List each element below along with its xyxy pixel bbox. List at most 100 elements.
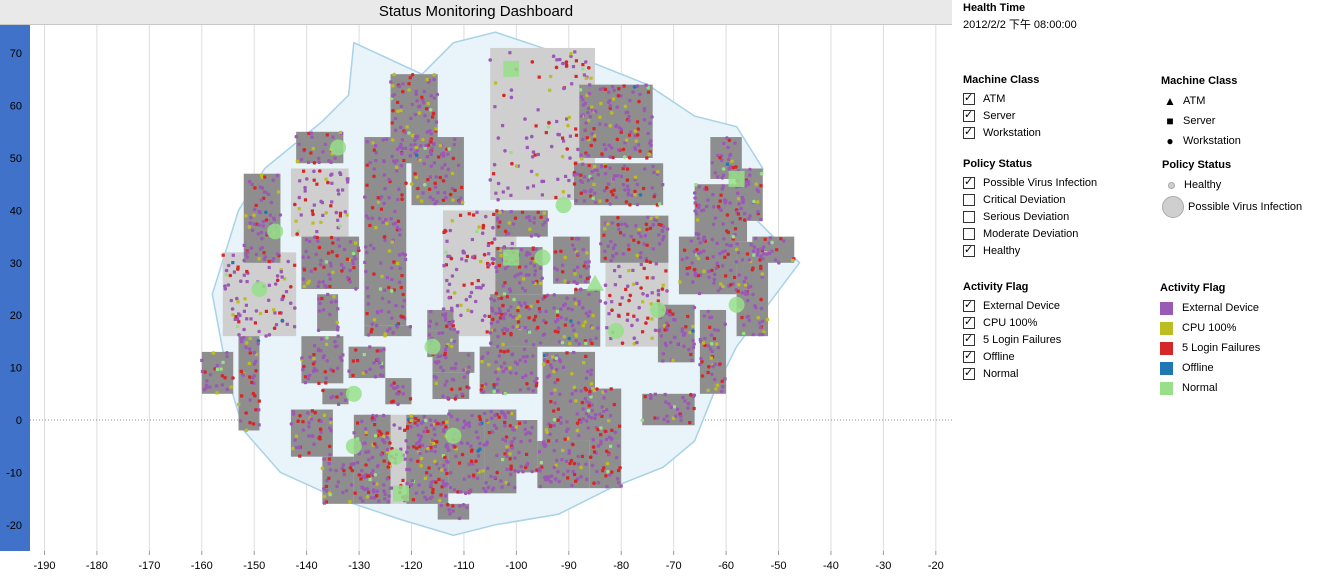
workstation-point[interactable] [302,284,307,289]
workstation-point[interactable] [471,473,476,478]
workstation-point[interactable] [331,241,335,245]
server-point[interactable] [570,237,574,241]
legend-item[interactable]: Possible Virus Infection [1162,195,1327,219]
server-point[interactable] [325,133,329,137]
workstation-point[interactable] [583,279,588,284]
server-point[interactable] [391,84,395,88]
server-point[interactable] [328,453,332,457]
server-point[interactable] [547,439,551,443]
workstation-point[interactable] [278,213,283,217]
server-point[interactable] [616,444,621,448]
server-point[interactable] [694,183,698,187]
workstation-point[interactable] [395,325,400,329]
server-point[interactable] [445,239,449,243]
server-point[interactable] [432,96,436,100]
server-point[interactable] [633,178,637,182]
workstation-point[interactable] [585,369,590,374]
server-point[interactable] [533,259,537,263]
server-point[interactable] [604,437,608,441]
workstation-point[interactable] [602,142,607,147]
server-point[interactable] [724,274,728,278]
workstation-point[interactable] [327,272,331,277]
server-point[interactable] [446,289,450,293]
server-point[interactable] [532,343,536,347]
server-point[interactable] [447,147,451,151]
workstation-point[interactable] [506,308,511,313]
server-point[interactable] [561,136,565,140]
server-point[interactable] [434,129,438,133]
workstation-point[interactable] [691,329,695,333]
workstation-point[interactable] [720,250,725,254]
workstation-point[interactable] [576,147,580,152]
server-point[interactable] [505,467,509,471]
workstation-point[interactable] [248,351,253,355]
server-point[interactable] [342,247,347,252]
workstation-point[interactable] [640,418,645,423]
server-point[interactable] [577,434,581,438]
checkbox-checked[interactable] [963,91,975,105]
server-point[interactable] [495,413,499,417]
server-point[interactable] [469,488,473,492]
server-point[interactable] [571,243,575,247]
server-point[interactable] [539,461,543,465]
workstation-point[interactable] [570,372,574,376]
workstation-point[interactable] [729,283,733,287]
workstation-point[interactable] [404,181,408,185]
server-point[interactable] [410,479,414,483]
server-point[interactable] [330,250,334,254]
server-point[interactable] [239,369,243,373]
server-point[interactable] [392,260,396,264]
workstation-point[interactable] [254,309,259,313]
server-point[interactable] [376,311,380,315]
server-point[interactable] [326,251,331,255]
workstation-point[interactable] [586,178,590,183]
server-point[interactable] [408,397,413,401]
workstation-point[interactable] [722,237,726,241]
workstation-point[interactable] [296,419,300,424]
server-point[interactable] [324,500,328,504]
server-point[interactable] [398,426,402,430]
server-point[interactable] [575,281,579,285]
server-point[interactable] [390,240,394,244]
workstation-point[interactable] [639,251,643,255]
server-point[interactable] [267,283,271,287]
workstation-point[interactable] [559,421,563,425]
server-point[interactable] [443,351,447,355]
server-point[interactable] [409,143,413,147]
server-point[interactable] [467,212,471,216]
server-point[interactable] [486,243,490,247]
workstation-point[interactable] [577,302,581,306]
server-point[interactable] [385,448,390,452]
server-point[interactable] [533,281,537,285]
server-point[interactable] [599,439,603,443]
workstation-point[interactable] [693,209,697,213]
server-point[interactable] [322,265,326,269]
workstation-point[interactable] [307,425,311,429]
server-point[interactable] [581,407,585,411]
server-point[interactable] [350,259,354,263]
server-point[interactable] [208,385,212,389]
server-point[interactable] [517,325,521,329]
workstation-point[interactable] [334,299,338,304]
workstation-point[interactable] [489,409,493,414]
server-point[interactable] [572,328,576,332]
server-point[interactable] [513,274,517,278]
server-point[interactable] [573,472,577,477]
workstation-point[interactable] [318,427,323,432]
server-point[interactable] [593,388,597,393]
server-point[interactable] [730,221,734,225]
server-point[interactable] [650,336,654,340]
workstation-point[interactable] [685,272,690,276]
workstation-point[interactable] [586,408,591,413]
server-point[interactable] [399,163,403,168]
workstation-point[interactable] [460,392,464,396]
workstation-point[interactable] [586,414,591,419]
workstation-point[interactable] [318,435,322,439]
workstation-point[interactable] [606,222,610,226]
server-point[interactable] [585,93,589,97]
workstation-point[interactable] [421,137,425,142]
server-point[interactable] [572,268,576,272]
server-point[interactable] [526,186,530,190]
server-point[interactable] [257,257,261,261]
workstation-point[interactable] [434,480,438,485]
